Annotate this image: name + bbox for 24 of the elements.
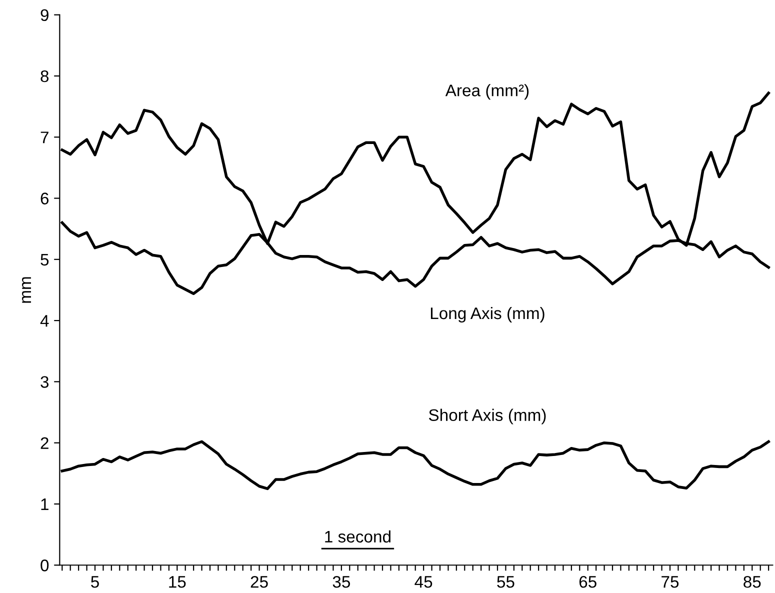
y-axis-title: mm [22, 277, 31, 303]
y-tick-label: 7 [40, 132, 48, 144]
y-tick-label: 4 [40, 315, 49, 327]
series-label: Short Axis (mm) [428, 408, 546, 424]
y-tick-label: 6 [40, 192, 49, 204]
y-tick-label: 0 [40, 560, 49, 572]
x-tick-label: 45 [414, 576, 432, 588]
x-tick-label: 75 [662, 576, 679, 588]
series-label: Long Axis (mm) [430, 306, 544, 323]
x-tick-label: 25 [250, 576, 268, 588]
x-tick-label: 55 [497, 576, 514, 588]
annotation: 1 second [325, 530, 390, 543]
y-tick-label: 9 [40, 9, 48, 22]
y-tick-label: 8 [40, 70, 49, 82]
x-tick-label: 5 [91, 576, 99, 588]
y-tick-label: 1 [41, 498, 48, 510]
series-label: Area (mm²) [445, 84, 529, 100]
y-tick-label: 3 [40, 376, 49, 388]
y-tick-label: 5 [40, 254, 49, 266]
x-tick-label: 15 [169, 576, 186, 588]
y-tick-label: 2 [40, 437, 48, 449]
x-tick-label: 65 [579, 576, 596, 588]
x-tick-label: 35 [332, 576, 350, 588]
x-tick-label: 85 [744, 576, 761, 588]
